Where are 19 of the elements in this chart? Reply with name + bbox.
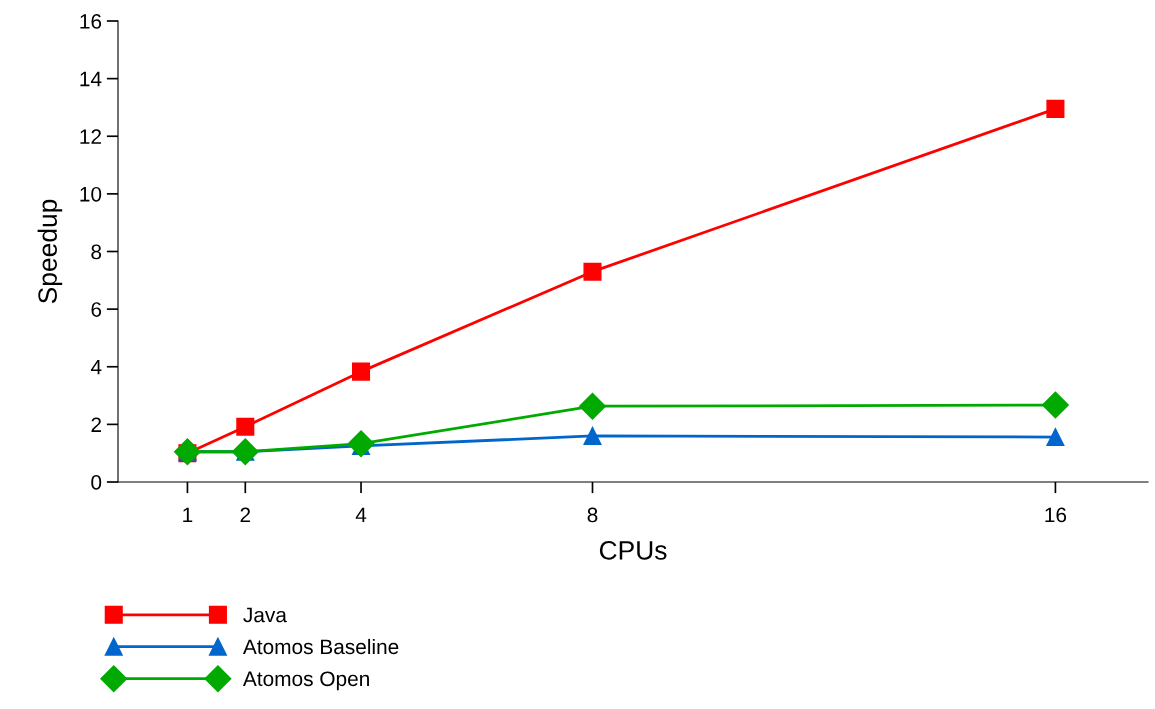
x-tick-label: 16 (1045, 507, 1067, 523)
y-tick-label: 14 (80, 71, 102, 87)
x-tick-label: 1 (183, 507, 193, 523)
y-tick-label: 4 (90, 359, 102, 375)
y-tick-label: 8 (91, 244, 102, 260)
y-tick-label: 10 (80, 186, 102, 202)
x-tick-label: 4 (355, 507, 367, 523)
y-tick-label: 16 (80, 14, 102, 29)
legend-label: Atomos Open (242, 671, 369, 691)
legend-label: Atomos Baseline (242, 638, 399, 655)
x-tick-label: 8 (587, 507, 598, 523)
x-axis-title: CPUs (599, 541, 667, 560)
y-tick-label: 6 (91, 302, 102, 317)
legend-label: Java (243, 607, 287, 623)
y-tick-label: 0 (91, 475, 102, 490)
x-tick-label: 2 (240, 507, 251, 523)
y-tick-label: 12 (80, 129, 101, 144)
y-tick-label: 2 (91, 417, 101, 432)
y-axis-title: Speedup (37, 199, 63, 304)
